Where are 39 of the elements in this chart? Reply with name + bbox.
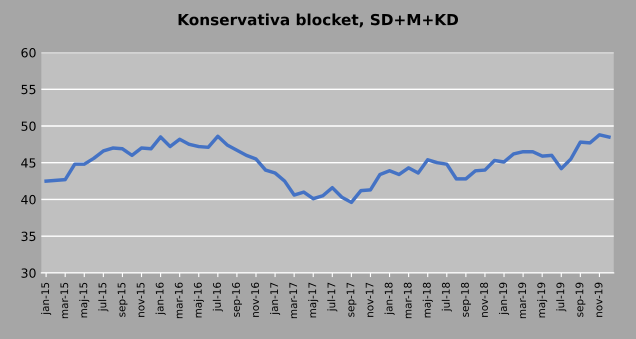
x-tick-label: sep-19 [575, 282, 586, 317]
x-tick-label: sep-15 [118, 282, 128, 317]
x-tick-label: jan-17 [270, 282, 280, 316]
x-tick-label: mar-15 [60, 282, 68, 318]
x-tick-label: jan-19 [498, 282, 510, 316]
x-tick-label: maj-17 [308, 282, 318, 318]
y-tick-label: 50 [22, 121, 36, 131]
y-tick-label: 55 [22, 84, 36, 94]
x-tick-label: jan-18 [384, 282, 395, 316]
y-tick-label: 60 [21, 48, 36, 58]
y-tick-label: 30 [22, 268, 36, 278]
x-tick-label: nov-17 [366, 282, 374, 317]
x-tick-label: maj-19 [537, 282, 548, 318]
x-tick-label: maj-16 [194, 282, 204, 318]
y-tick-label: 35 [22, 232, 36, 242]
x-tick-label: jan-16 [156, 282, 166, 316]
x-tick-label: jul-15 [98, 282, 108, 312]
x-tick-label: jan-15 [41, 282, 52, 316]
x-tick-label: sep-17 [346, 282, 356, 317]
y-tick-label: 40 [21, 194, 36, 204]
x-tick-label: jul-18 [442, 282, 452, 312]
x-tick-label: mar-17 [289, 282, 298, 318]
x-tick-label: sep-18 [461, 282, 471, 317]
x-tick-label: nov-19 [594, 282, 602, 317]
chart-title: Konservativa blocket, SD+M+KD [178, 14, 458, 28]
x-tick-label: maj-15 [79, 282, 90, 318]
x-tick-label: maj-18 [422, 282, 433, 318]
line-series [44, 133, 611, 204]
x-tick-label: mar-16 [174, 282, 183, 318]
x-tick-label: nov-16 [251, 282, 260, 317]
x-tick-label: mar-18 [404, 282, 412, 318]
x-tick-label: mar-19 [518, 282, 526, 318]
x-tick-label: nov-15 [136, 282, 145, 317]
x-tick-label: jul-19 [556, 282, 566, 312]
x-tick-label: nov-18 [480, 282, 488, 317]
x-tick-label: jul-16 [212, 282, 223, 312]
x-tick-label: jul-17 [327, 282, 338, 312]
x-tick-label: sep-16 [232, 282, 242, 317]
y-tick-label: 45 [21, 158, 36, 168]
